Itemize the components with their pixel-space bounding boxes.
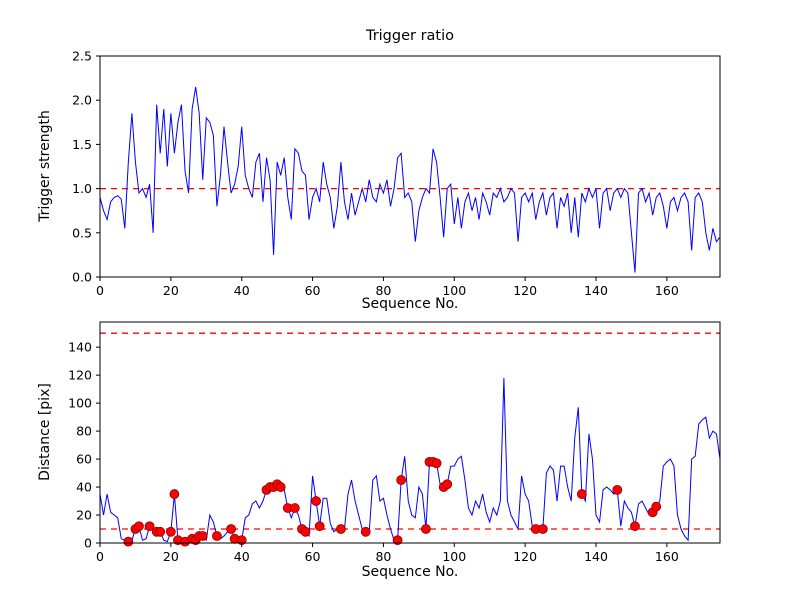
trigger-event-marker (226, 524, 236, 534)
axes-frame (99, 55, 721, 278)
trigger-strength-line (99, 86, 721, 273)
y-tick-label: 1.5 (72, 137, 92, 152)
trigger-event-marker (396, 475, 407, 485)
trigger-event-marker (275, 482, 286, 492)
trigger-event-marker (165, 526, 176, 537)
y-tick-label: 100 (68, 396, 92, 411)
y-tick-label: 20 (76, 508, 92, 523)
axes-frame (99, 321, 721, 544)
trigger-event-marker (212, 531, 222, 541)
trigger-event-marker (392, 535, 403, 546)
x-tick-label: 0 (96, 549, 104, 564)
trigger-event-marker (442, 479, 453, 490)
chart-title: Trigger ratio (365, 28, 455, 44)
y-tick-label: 60 (76, 452, 92, 467)
x-tick-label: 60 (305, 549, 321, 564)
top-x-axis-label: Sequence No. (361, 296, 459, 312)
trigger-event-marker (431, 458, 442, 469)
x-tick-label: 160 (655, 283, 679, 298)
trigger-event-marker (421, 524, 431, 534)
y-tick-label: 120 (68, 368, 92, 383)
y-tick-label: 0 (84, 536, 92, 551)
y-tick-label: 40 (76, 480, 92, 495)
x-tick-label: 120 (513, 549, 537, 564)
x-tick-label: 40 (234, 549, 250, 564)
y-tick-label: 2.5 (72, 49, 92, 64)
trigger-event-marker (537, 524, 548, 534)
x-tick-label: 160 (655, 549, 679, 564)
y-tick-label: 2.0 (72, 93, 92, 108)
trigger-event-marker (576, 489, 587, 499)
x-tick-label: 40 (234, 283, 250, 298)
x-tick-label: 20 (163, 283, 179, 298)
trigger-event-marker (336, 524, 346, 534)
distance-line (99, 377, 721, 543)
x-tick-label: 20 (163, 549, 179, 564)
trigger-event-marker (300, 526, 311, 537)
trigger-event-marker (360, 526, 371, 537)
trigger-event-marker (311, 496, 322, 506)
trigger-event-marker (144, 521, 155, 532)
y-tick-label: 1.0 (72, 181, 92, 196)
trigger-event-marker (314, 521, 325, 532)
x-tick-label: 100 (442, 283, 466, 298)
bottom-x-axis-label: Sequence No. (361, 564, 459, 580)
trigger-event-marker (155, 526, 166, 537)
trigger-event-marker (134, 521, 144, 532)
x-tick-label: 80 (375, 283, 391, 298)
trigger-event-marker (630, 521, 640, 532)
x-tick-label: 80 (375, 549, 391, 564)
y-tick-label: 140 (68, 340, 92, 355)
trigger-event-marker (169, 489, 180, 499)
trigger-event-marker (197, 531, 208, 541)
trigger-event-marker (651, 501, 662, 512)
y-tick-label: 0.5 (72, 225, 92, 240)
trigger-event-marker (123, 536, 134, 547)
x-tick-label: 140 (584, 283, 608, 298)
x-tick-label: 0 (96, 283, 104, 298)
x-tick-label: 120 (513, 283, 537, 298)
x-tick-label: 100 (442, 549, 466, 564)
trigger-event-marker (612, 484, 623, 495)
x-tick-label: 60 (305, 283, 321, 298)
x-tick-label: 140 (584, 549, 608, 564)
y-tick-label: 0.0 (72, 270, 92, 285)
trigger-event-marker (289, 503, 300, 513)
y-tick-label: 80 (76, 424, 92, 439)
